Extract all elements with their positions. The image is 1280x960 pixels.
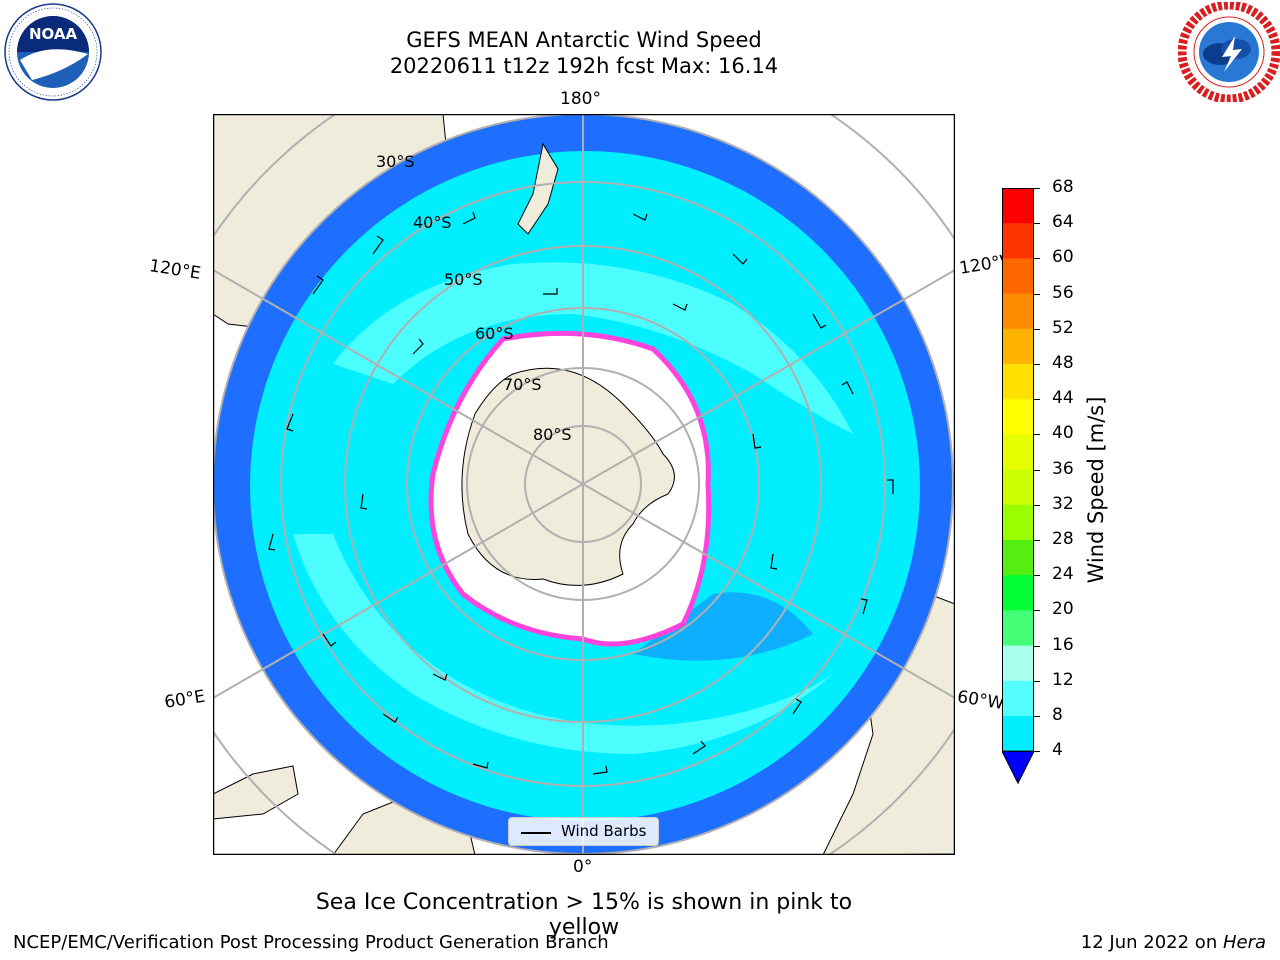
colorbar-tick-label: 16 xyxy=(1052,634,1074,655)
colorbar-tick-label: 52 xyxy=(1052,317,1074,338)
colorbar-tick-label: 64 xyxy=(1052,212,1074,233)
lon-label-60w: 60°W xyxy=(955,687,1006,715)
lat-label-70s: 70°S xyxy=(503,375,542,394)
colorbar-label: Wind Speed [m/s] xyxy=(1084,396,1108,584)
colorbar-tick-mark xyxy=(1034,610,1040,612)
colorbar-tick-mark xyxy=(1034,751,1040,753)
colorbar-tick-label: 48 xyxy=(1052,353,1074,373)
colorbar-segment xyxy=(1002,328,1034,365)
nws-logo xyxy=(1177,0,1280,104)
colorbar-tick-mark xyxy=(1034,504,1040,506)
colorbar-segment xyxy=(1002,575,1034,611)
caption: Sea Ice Concentration > 15% is shown in … xyxy=(315,890,853,940)
colorbar-tick-label: 12 xyxy=(1052,669,1074,690)
lat-label-40s: 40°S xyxy=(413,213,452,232)
lat-label-50s: 50°S xyxy=(444,270,483,289)
colorbar-tick-label: 60 xyxy=(1052,247,1074,268)
colorbar-segment xyxy=(1002,258,1034,295)
lat-label-80s: 80°S xyxy=(533,425,572,444)
colorbar-tick-label: 56 xyxy=(1052,282,1074,303)
footer-left: NCEP/EMC/Verification Post Processing Pr… xyxy=(13,932,609,953)
colorbar-segment xyxy=(1002,293,1034,330)
lon-label-60e: 60°E xyxy=(163,686,207,713)
colorbar-tick-label: 4 xyxy=(1052,740,1063,761)
colorbar-tick-label: 20 xyxy=(1052,599,1074,620)
colorbar-segment xyxy=(1002,434,1034,471)
colorbar-tick-mark xyxy=(1034,293,1040,295)
colorbar-tick-label: 8 xyxy=(1052,705,1063,725)
lat-label-30s: 30°S xyxy=(376,152,415,171)
colorbar-tick-label: 32 xyxy=(1052,493,1074,514)
colorbar-tick-label: 24 xyxy=(1052,564,1074,585)
chart-subtitle: 20220611 t12z 192h fcst Max: 16.14 xyxy=(389,54,779,78)
footer-date: 12 Jun 2022 on xyxy=(1080,932,1223,953)
footer-host: Hera xyxy=(1222,932,1266,953)
colorbar-tick-mark xyxy=(1034,188,1040,189)
colorbar-segment xyxy=(1002,504,1034,541)
colorbar-tick-mark xyxy=(1034,399,1040,401)
colorbar-segment xyxy=(1002,540,1034,576)
antarctic-map xyxy=(212,113,956,856)
noaa-logo: NOAA xyxy=(2,2,104,102)
lat-label-60s: 60°S xyxy=(475,324,514,343)
colorbar-tick-mark xyxy=(1034,434,1040,436)
footer-right: 12 Jun 2022 on Hera xyxy=(1081,932,1266,953)
colorbar-tick-mark xyxy=(1034,645,1040,647)
colorbar-tick-mark xyxy=(1034,469,1040,471)
colorbar-tick-mark xyxy=(1034,680,1040,682)
meridian-grid xyxy=(213,114,955,855)
colorbar-tick-mark xyxy=(1034,258,1040,260)
wind-barb-legend-line xyxy=(521,832,551,834)
colorbar-tick-mark xyxy=(1034,328,1040,330)
colorbar-tick-label: 40 xyxy=(1052,423,1074,444)
colorbar-segment xyxy=(1002,188,1034,224)
colorbar-tick-mark xyxy=(1034,540,1040,541)
colorbar-tick-mark xyxy=(1034,575,1040,577)
antarctica-land xyxy=(461,367,675,586)
colorbar-segment xyxy=(1002,223,1034,259)
colorbar-segment xyxy=(1002,716,1034,752)
map-legend: Wind Barbs xyxy=(508,817,659,846)
colorbar-tick-label: 68 xyxy=(1052,177,1074,197)
colorbar-segment xyxy=(1002,469,1034,506)
colorbar-segment xyxy=(1002,645,1034,682)
colorbar xyxy=(1001,188,1035,785)
colorbar-frame xyxy=(1002,188,1034,752)
new-zealand-land xyxy=(517,142,559,235)
colorbar-label-wrap: Wind Speed [m/s] xyxy=(1040,300,1160,680)
colorbar-segment xyxy=(1002,364,1034,400)
legend-label: Wind Barbs xyxy=(561,822,647,840)
colorbar-tick-mark xyxy=(1034,223,1040,225)
colorbar-tick-label: 28 xyxy=(1052,529,1074,549)
colorbar-tick-mark xyxy=(1034,716,1040,717)
lon-label-120e: 120°E xyxy=(147,256,203,284)
colorbar-segment xyxy=(1002,680,1034,717)
chart-title: GEFS MEAN Antarctic Wind Speed xyxy=(406,28,762,52)
lon-label-180: 180° xyxy=(560,89,601,109)
lon-label-0: 0° xyxy=(573,857,593,877)
noaa-logo-text: NOAA xyxy=(29,25,78,43)
colorbar-segment xyxy=(1002,399,1034,435)
colorbar-segment xyxy=(1002,610,1034,647)
colorbar-extend-triangle xyxy=(1001,750,1035,785)
wind-barbs xyxy=(268,211,894,775)
colorbar-tick-mark xyxy=(1034,364,1040,365)
colorbar-tick-label: 36 xyxy=(1052,458,1074,479)
colorbar-tick-label: 44 xyxy=(1052,388,1074,409)
